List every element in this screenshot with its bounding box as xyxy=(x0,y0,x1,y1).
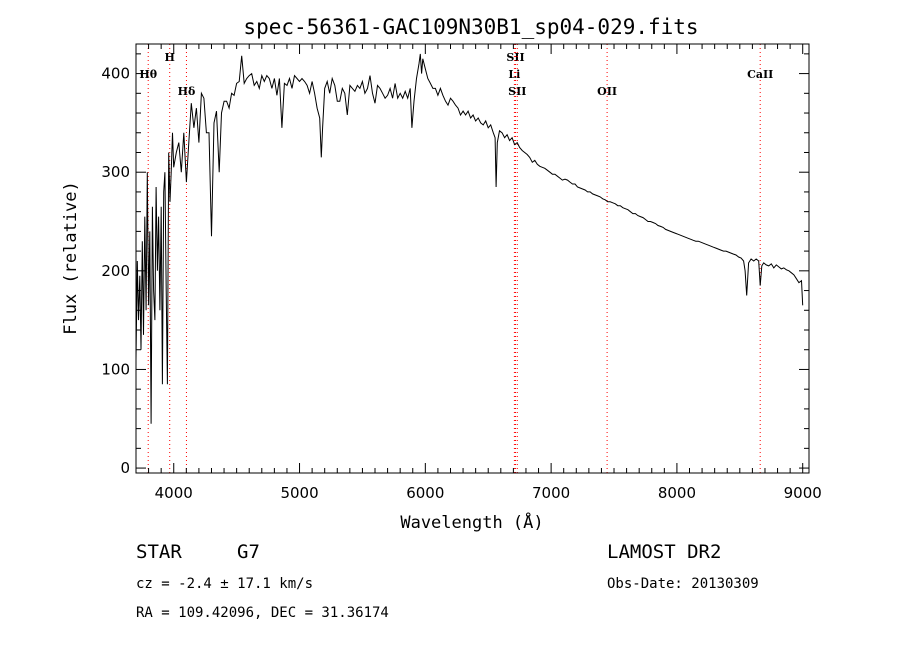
y-tick-label: 300 xyxy=(101,163,130,181)
x-tick-label: 7000 xyxy=(532,484,570,502)
spectral-line-label: Hθ xyxy=(139,68,157,81)
spectrum-series xyxy=(135,53,804,424)
observation-date: Obs-Date: 20130309 xyxy=(607,576,759,592)
x-tick-label: 8000 xyxy=(658,484,696,502)
spectrum-line xyxy=(135,53,804,424)
y-tick-label: 200 xyxy=(101,262,130,280)
spectral-line-label: CaII xyxy=(747,68,773,81)
spectral-line-label: SII xyxy=(506,51,524,64)
x-tick-label: 5000 xyxy=(280,484,318,502)
y-axis-title: Flux (relative) xyxy=(61,181,81,335)
y-tick-label: 0 xyxy=(120,459,130,477)
x-tick-label: 9000 xyxy=(784,484,822,502)
x-tick-label: 6000 xyxy=(406,484,444,502)
x-axis: 4000 5000 6000 7000 8000 9000 xyxy=(135,44,822,502)
redshift-velocity: cz = -2.4 ± 17.1 km/s xyxy=(136,576,314,592)
plot-frame xyxy=(135,43,810,474)
spectral-line-label: OII xyxy=(597,85,617,98)
spectral-line-markers: Hθ H Hδ SII Li SII OII CaII xyxy=(139,44,773,473)
object-class: STAR xyxy=(136,541,182,563)
x-tick-label: 4000 xyxy=(155,484,193,502)
y-tick-label: 100 xyxy=(101,360,130,378)
x-axis-title: Wavelength (Å) xyxy=(400,511,543,533)
spectral-line-label: SII xyxy=(508,85,526,98)
coordinates: RA = 109.42096, DEC = 31.36174 xyxy=(136,605,389,621)
spectral-line-label: Li xyxy=(508,68,520,81)
y-axis: 0 100 200 300 400 xyxy=(101,53,809,477)
spectral-line-label: Hδ xyxy=(178,85,196,98)
object-subclass: G7 xyxy=(237,541,260,563)
survey-name: LAMOST DR2 xyxy=(607,541,722,563)
spectral-line-label: H xyxy=(165,51,175,64)
y-tick-label: 400 xyxy=(101,65,130,83)
chart-title: spec-56361-GAC109N30B1_sp04-029.fits xyxy=(243,15,698,39)
